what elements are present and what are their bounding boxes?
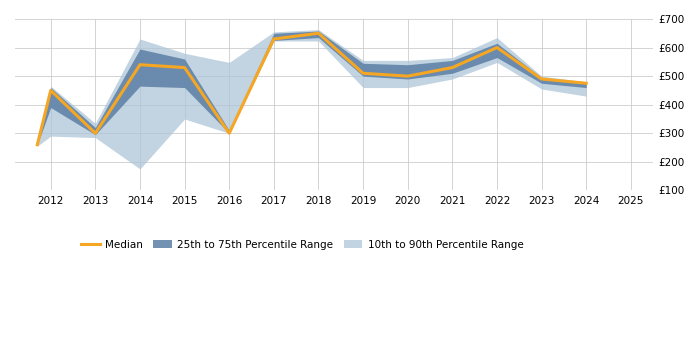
Legend: Median, 25th to 75th Percentile Range, 10th to 90th Percentile Range: Median, 25th to 75th Percentile Range, 1… bbox=[77, 236, 528, 254]
